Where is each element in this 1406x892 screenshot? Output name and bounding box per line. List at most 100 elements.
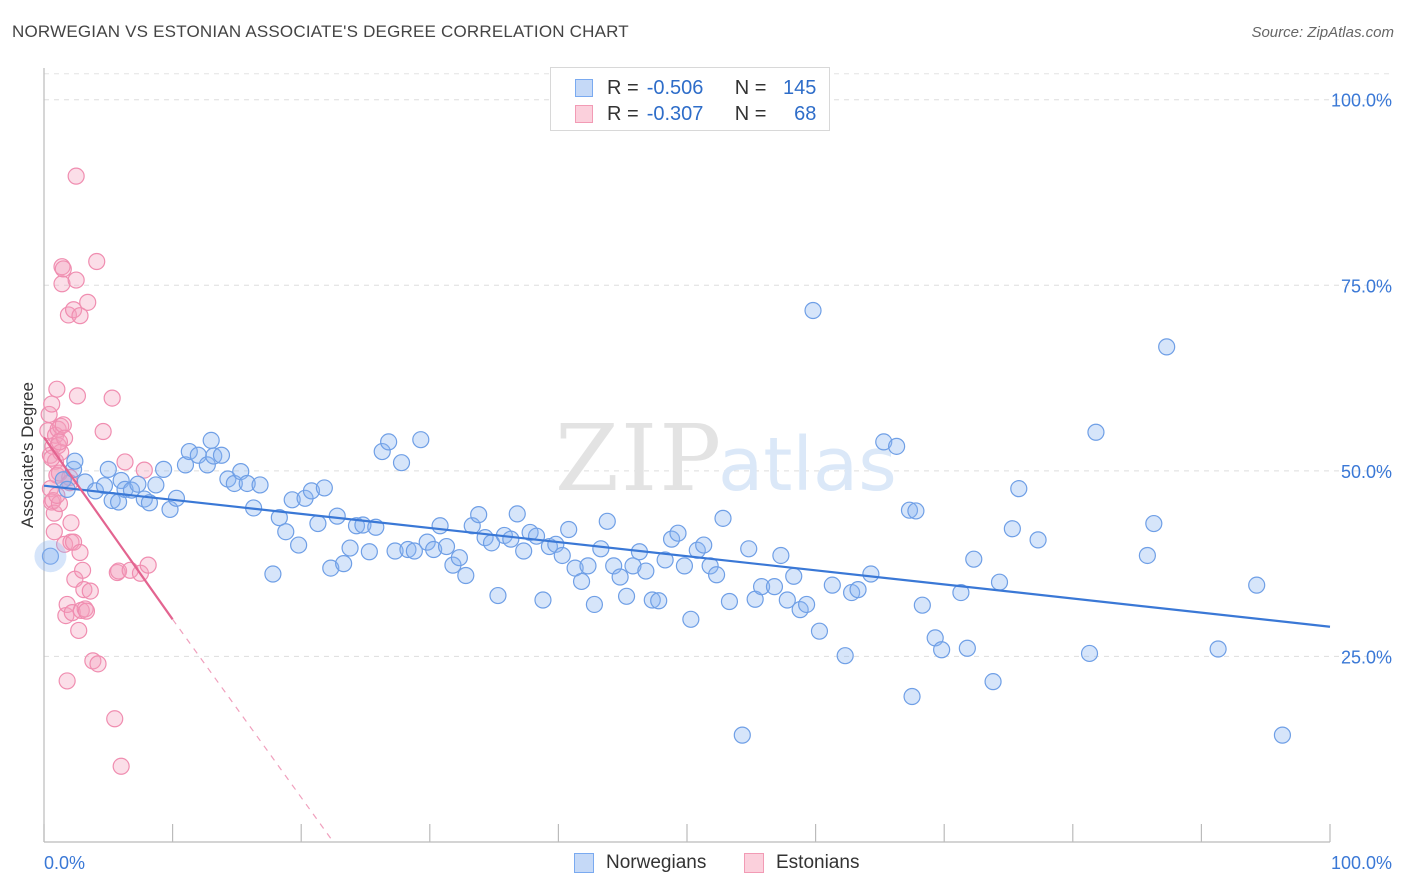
data-point-norwegians	[66, 452, 84, 470]
data-point-norwegians	[637, 562, 655, 580]
data-point-norwegians	[617, 587, 636, 605]
legend-row-estonians: R = -0.307 N = 68	[575, 102, 816, 126]
legend-n-value: 68	[794, 102, 817, 125]
data-point-norwegians	[405, 542, 423, 560]
data-point-norwegians	[553, 546, 571, 565]
data-point-norwegians	[669, 524, 687, 542]
data-point-norwegians	[1138, 546, 1156, 565]
x-tick-label: 0.0%	[44, 853, 85, 873]
data-point-norwegians	[437, 537, 456, 556]
data-point-norwegians	[198, 456, 216, 474]
legend-swatch-estonians	[575, 105, 593, 123]
data-point-norwegians	[1209, 640, 1227, 658]
trend-extension-estonians	[172, 618, 334, 843]
y-tick-label: 25.0%	[1341, 647, 1392, 667]
data-point-norwegians	[238, 474, 256, 493]
data-point-norwegians	[341, 539, 359, 557]
bottom-legend-estonians[interactable]: Estonians	[744, 852, 859, 874]
data-point-estonians	[68, 387, 87, 405]
data-point-estonians	[53, 275, 71, 293]
data-point-norwegians	[862, 565, 880, 583]
data-point-norwegians	[309, 514, 327, 533]
data-point-norwegians	[251, 476, 269, 494]
legend-swatch-norwegians	[574, 853, 594, 873]
data-point-estonians	[88, 252, 106, 271]
data-point-norwegians	[373, 442, 391, 461]
data-point-norwegians	[662, 530, 681, 548]
data-point-norwegians	[695, 536, 713, 554]
bottom-legend-norwegians[interactable]: Norwegians	[574, 852, 706, 874]
source-label: Source: ZipAtlas.com	[1251, 24, 1394, 41]
legend-swatch-estonians	[744, 853, 764, 873]
data-point-estonians	[43, 449, 61, 467]
data-point-norwegians	[913, 596, 931, 614]
data-point-norwegians	[212, 446, 231, 464]
data-point-norwegians	[502, 530, 520, 548]
data-point-norwegians	[99, 460, 117, 478]
data-point-norwegians	[1158, 338, 1176, 356]
data-point-estonians	[67, 271, 85, 289]
data-point-norwegians	[1145, 514, 1163, 533]
data-point-estonians	[43, 395, 61, 413]
trend-line-estonians	[43, 436, 174, 620]
data-point-estonians	[54, 416, 72, 434]
data-point-estonians	[50, 433, 69, 451]
watermark-atlas: atlas	[718, 422, 897, 508]
data-point-estonians	[45, 523, 63, 541]
data-point-norwegians	[425, 540, 443, 559]
data-point-norwegians	[534, 591, 552, 609]
data-point-estonians	[71, 543, 89, 562]
legend-n-label: N =	[734, 102, 767, 125]
data-point-norwegians	[1003, 520, 1021, 538]
data-point-norwegians	[41, 547, 60, 565]
data-point-norwegians	[95, 477, 114, 495]
x-tick-label: 100.0%	[1331, 853, 1392, 873]
series-norwegians	[34, 301, 1292, 744]
data-point-norwegians	[907, 502, 925, 520]
data-point-norwegians	[804, 301, 822, 320]
data-point-estonians	[84, 652, 102, 670]
data-point-norwegians	[470, 506, 488, 524]
data-point-norwegians	[740, 540, 758, 558]
data-point-norwegians	[903, 687, 921, 706]
data-point-norwegians	[167, 489, 186, 507]
y-tick-label: 75.0%	[1341, 276, 1392, 296]
data-point-norwegians	[560, 520, 578, 539]
data-point-norwegians	[457, 566, 475, 585]
data-point-norwegians	[154, 460, 173, 478]
data-point-norwegians	[202, 431, 220, 450]
data-point-norwegians	[450, 549, 468, 567]
data-point-norwegians	[399, 540, 417, 559]
data-point-norwegians	[277, 523, 295, 541]
data-point-norwegians	[585, 595, 604, 614]
data-point-estonians	[64, 533, 83, 551]
data-point-norwegians-large	[34, 540, 67, 573]
data-point-norwegians	[290, 536, 308, 554]
data-point-norwegians	[129, 475, 147, 493]
data-point-norwegians	[875, 433, 893, 451]
data-point-estonians	[54, 260, 72, 278]
data-point-estonians	[67, 167, 85, 185]
y-axis-label: Associate's Degree	[18, 382, 37, 528]
data-point-estonians	[79, 293, 97, 311]
data-point-estonians	[89, 655, 107, 673]
data-point-norwegians	[643, 591, 661, 609]
data-point-norwegians	[335, 555, 353, 573]
data-point-norwegians	[707, 566, 726, 584]
data-point-norwegians	[682, 610, 700, 628]
data-point-norwegians	[515, 542, 533, 560]
data-point-norwegians	[772, 546, 790, 565]
data-point-norwegians	[431, 517, 449, 535]
data-point-norwegians	[147, 476, 165, 494]
data-point-norwegians	[360, 543, 378, 561]
y-tick-label: 100.0%	[1331, 91, 1392, 111]
data-point-norwegians	[611, 568, 629, 586]
legend-r-label: R =	[607, 102, 639, 125]
data-point-estonians	[71, 307, 89, 325]
trend-lines	[43, 436, 1331, 843]
data-point-norwegians	[836, 647, 854, 665]
trend-line-norwegians	[43, 484, 1331, 628]
data-point-norwegians	[849, 581, 867, 599]
data-point-estonians	[103, 389, 121, 407]
